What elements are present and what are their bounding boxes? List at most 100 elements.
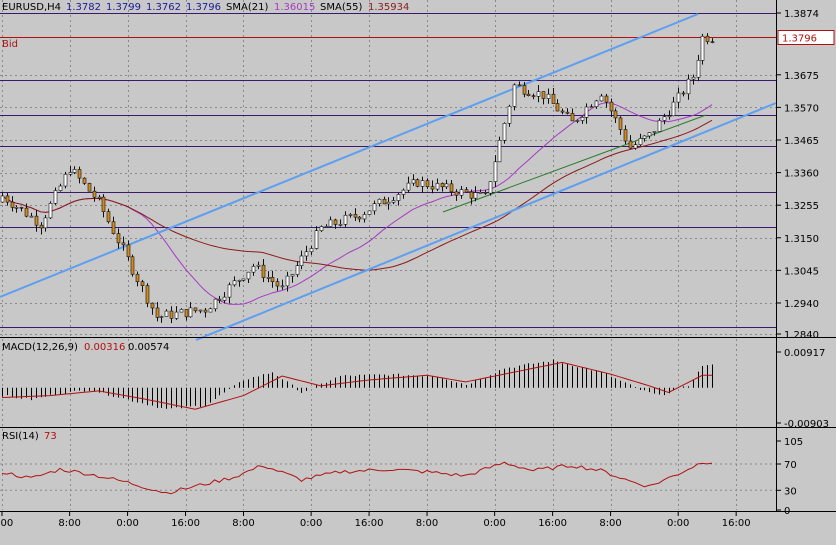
candle-bear [130, 256, 135, 275]
candle-bull [372, 203, 377, 212]
candle-bull [179, 309, 184, 313]
price-header: EURUSD,H4 1.3782 1.3799 1.3762 1.3796 SM… [2, 2, 409, 13]
candle-bear [357, 216, 362, 220]
candle-bull [58, 185, 63, 191]
rsi-value: 73 [44, 431, 57, 442]
candle-bull [435, 183, 440, 190]
candle-bull [362, 214, 367, 220]
candle-bear [570, 113, 575, 122]
candle-bear [531, 95, 536, 97]
candle-bear [382, 198, 387, 205]
symbol-label: EURUSD,H4 [2, 2, 61, 13]
candle-bear [19, 206, 24, 209]
ohlc-low: 1.3762 [146, 2, 181, 13]
candle-bull [696, 60, 701, 78]
rsi-line [1, 461, 713, 495]
candle-bull [256, 264, 261, 267]
candle-bear [140, 281, 145, 286]
candle-bear [565, 111, 570, 114]
candle-bull [164, 310, 169, 317]
y-tick-label: 1.3045 [784, 266, 819, 277]
candle-bull [241, 278, 246, 281]
candle-bull [667, 115, 672, 118]
macd-signal-value: 0.00574 [128, 342, 169, 353]
candle-bear [116, 233, 121, 244]
candle-bull [512, 84, 517, 107]
candle-bull [420, 180, 425, 187]
x-tick-label: 8:00 [599, 518, 621, 529]
candle-bull [657, 120, 662, 132]
candle-bull [386, 201, 391, 205]
rsi-panel[interactable] [0, 429, 776, 511]
candle-bear [353, 214, 358, 218]
candle-bull [686, 78, 691, 95]
candle-bear [203, 309, 208, 313]
candle-bull [213, 298, 218, 310]
candle-bull [309, 248, 314, 253]
candle-bull [546, 93, 551, 99]
price-panel[interactable] [0, 0, 776, 336]
candle-bull [237, 279, 242, 282]
candle-bull [188, 307, 193, 318]
candle-bear [121, 242, 126, 246]
candle-bull [536, 91, 541, 97]
candles [0, 33, 715, 324]
x-axis: 0:00 8:00 0:00 16:00 8:00 0:00 16:00 8:00 0:00 16… [0, 512, 751, 529]
candle-bear [628, 140, 633, 149]
rsi-series [0, 461, 776, 495]
candle-bull [299, 255, 304, 266]
candle-bear [111, 221, 116, 234]
candle-bear [10, 201, 15, 208]
y-tick-label: 1.3570 [784, 103, 819, 114]
sma55-line [1, 119, 713, 271]
candle-bear [623, 129, 628, 142]
candle-bull [251, 266, 256, 273]
ohlc-high: 1.3799 [106, 2, 141, 13]
candle-bear [710, 41, 715, 43]
candle-bear [517, 84, 522, 87]
sma21-value: 1.36015 [274, 2, 315, 13]
candle-bull [473, 192, 478, 199]
channel-lower-line [195, 102, 777, 341]
y-tick-label: 1.3150 [784, 234, 819, 245]
candle-bull [348, 214, 353, 216]
macd-label: MACD(12,26,9) [2, 342, 78, 353]
y-tick-label: 1.3360 [784, 169, 819, 180]
bid-price-label: 1.3796 [782, 34, 817, 45]
candle-bull [232, 280, 237, 286]
candle-bull [246, 271, 251, 280]
grid [0, 0, 776, 510]
candle-bear [618, 117, 623, 130]
candle-bear [39, 224, 44, 229]
candle-bull [662, 116, 667, 121]
candle-bull [198, 309, 203, 312]
candle-bull [676, 92, 681, 103]
trend-line-green [442, 114, 707, 213]
candle-bear [681, 92, 686, 95]
ohlc-open: 1.3782 [66, 2, 101, 13]
candle-bull [580, 117, 585, 121]
macd-series [1, 359, 713, 410]
candle-bull [290, 274, 295, 277]
candle-bear [217, 298, 222, 301]
candle-bull [280, 285, 285, 288]
x-tick-label: 0:00 [483, 518, 505, 529]
candle-bull [222, 296, 227, 301]
candle-bull [377, 198, 382, 205]
macd-header: MACD(12,26,9) 0.00316 0.00574 [2, 342, 169, 353]
candle-bull [328, 219, 333, 227]
candle-bear [415, 179, 420, 187]
candle-bull [584, 106, 589, 118]
candle-bull [478, 192, 483, 194]
candle-bull [63, 173, 68, 187]
y-tick-label: 1.3874 [784, 9, 819, 20]
candle-bear [155, 307, 160, 318]
candle-bear [454, 191, 459, 196]
candle-bull [444, 183, 449, 188]
macd-signal-line [1, 361, 712, 410]
candle-bear [440, 183, 445, 188]
candle-bear [101, 196, 106, 212]
candle-bear [169, 310, 174, 319]
